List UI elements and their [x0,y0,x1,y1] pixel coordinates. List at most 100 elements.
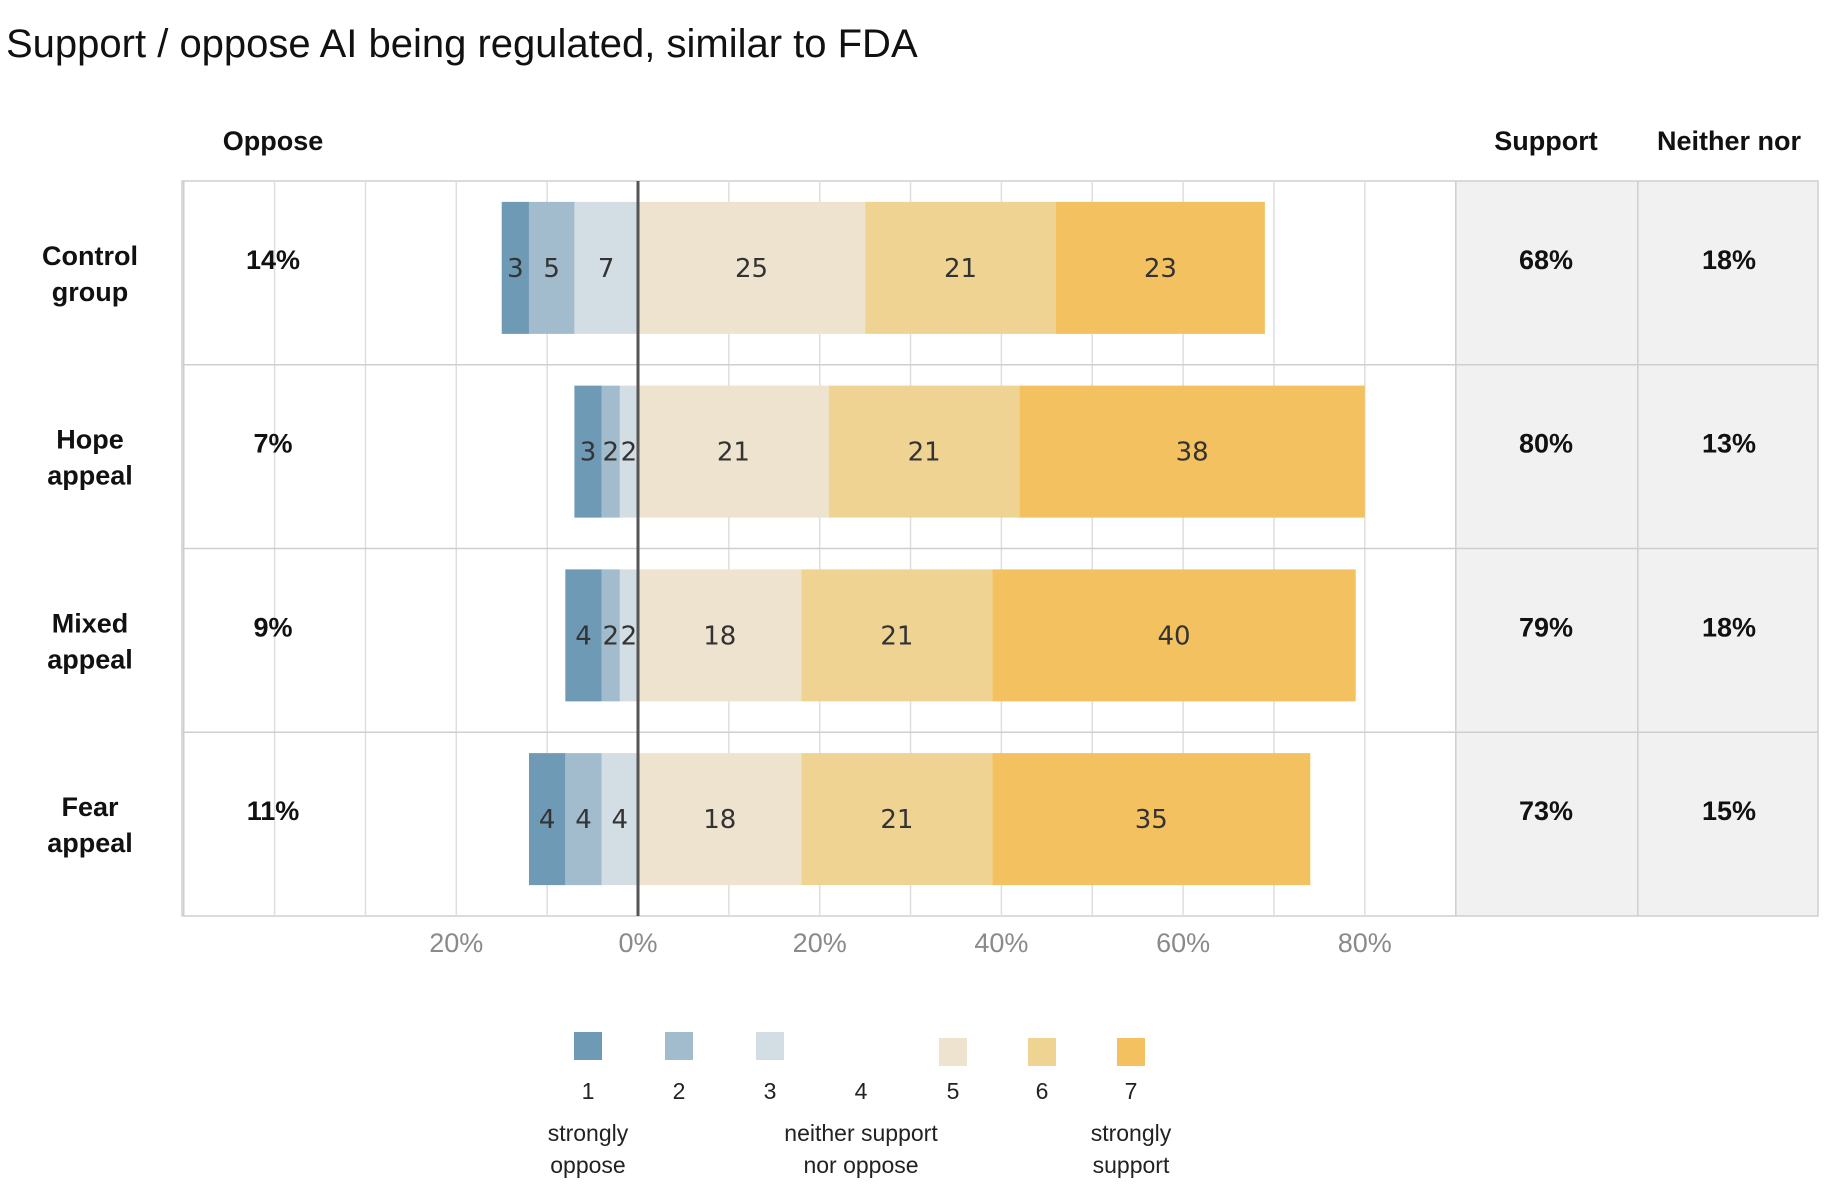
legend-label: 7 [1125,1078,1138,1104]
row-totals: 14% 68% 18% 7% 80% 13% 9% 79% 18% 11% 73% 15% [246,245,1756,826]
bar-label: 23 [1144,254,1177,284]
bar-label: 2 [621,438,638,468]
legend: 1 strongly oppose 2 3 4 neither support nor opp… [548,1032,1172,1178]
bar-label: 35 [1135,805,1168,835]
legend-swatch [665,1032,693,1060]
row-label-line: appeal [47,828,133,858]
row-label-line: Mixed [52,608,129,638]
legend-swatch [939,1038,967,1066]
row-label-line: Fear [61,792,119,822]
bar-segment [1019,385,1365,518]
bar-label: 2 [621,621,638,651]
neither-total: 13% [1702,429,1756,459]
bar-label: 21 [944,254,977,284]
bar-segment [601,753,638,886]
bar-label: 5 [543,254,560,284]
support-total: 80% [1519,429,1573,459]
row-labels: Control group Hope appeal Mixed appeal Fear app… [42,241,138,858]
bar-label: 25 [735,254,768,284]
bar-segment [501,201,529,334]
legend-description: strongly [1091,1120,1172,1146]
legend-label: 1 [582,1078,595,1104]
support-total: 68% [1519,245,1573,275]
bar-segment [992,753,1311,886]
bar-segment [638,753,802,886]
bar-segment [992,569,1356,702]
row-label: Mixed appeal [47,608,133,674]
row-label-line: group [52,277,128,307]
x-tick-label: 20% [429,928,483,958]
support-total: 79% [1519,612,1573,642]
bar-segment [528,201,575,334]
oppose-total: 9% [253,612,292,642]
neither-total: 18% [1702,245,1756,275]
oppose-total: 7% [253,429,292,459]
bar-segment [801,569,993,702]
bar-label: 18 [703,621,736,651]
bar-segment [619,569,638,702]
x-tick-label: 60% [1156,928,1210,958]
legend-swatch [1117,1038,1145,1066]
bar-segment [801,753,993,886]
row-label-line: appeal [47,461,133,491]
oppose-total: 14% [246,245,300,275]
neither-total: 18% [1702,612,1756,642]
neither-total: 15% [1702,796,1756,826]
legend-swatch [756,1032,784,1060]
x-tick-label: 80% [1338,928,1392,958]
x-axis-ticks: 20% 0% 20% 40% 60% 80% [429,928,1392,958]
bar-label: 40 [1157,621,1190,651]
x-tick-label: 0% [618,928,657,958]
bar-segment [528,753,566,886]
legend-label: 2 [673,1078,686,1104]
bar-segment [828,385,1020,518]
neither-header: Neither nor [1657,126,1802,156]
bar-label: 4 [575,621,592,651]
oppose-total: 11% [247,796,300,826]
chart-title: Support / oppose AI being regulated, sim… [6,22,918,66]
bar-segment [601,569,620,702]
legend-label: 6 [1036,1078,1049,1104]
row-label: Fear appeal [47,792,133,858]
row-label: Control group [42,241,138,307]
bar-segment [638,385,829,518]
legend-description: support [1093,1152,1170,1178]
row-label-line: Hope [56,425,124,455]
bar-label: 3 [580,438,597,468]
bar-label: 4 [575,805,592,835]
x-tick-label: 40% [974,928,1028,958]
legend-description: oppose [550,1152,625,1178]
support-header: Support [1494,126,1597,156]
legend-swatch [574,1032,602,1060]
bar-label: 38 [1176,438,1209,468]
bar-label: 21 [908,438,941,468]
legend-description: strongly [548,1120,629,1146]
bar-label: 7 [598,254,615,284]
row-label: Hope appeal [47,425,133,491]
bar-label: 2 [602,438,619,468]
legend-description: neither support [784,1120,938,1146]
oppose-header: Oppose [223,126,324,156]
bar-label: 3 [507,254,524,284]
bar-segment [565,753,602,886]
bar-label: 4 [539,805,556,835]
bar-label: 4 [612,805,629,835]
bar-segment [574,385,602,518]
legend-label: 3 [764,1078,777,1104]
x-tick-label: 20% [793,928,847,958]
bar-segment [638,569,802,702]
bar-segment [565,569,602,702]
bar-segment [865,201,1056,334]
legend-label: 5 [947,1078,960,1104]
row-label-line: Control [42,241,138,271]
row-label-line: appeal [47,644,133,674]
legend-label: 4 [855,1078,868,1104]
bar-segment [638,201,866,334]
bar-segment [574,201,638,334]
legend-swatch [1028,1038,1056,1066]
bar-segment [619,385,638,518]
bar-label: 18 [703,805,736,835]
bar-label: 21 [717,438,750,468]
